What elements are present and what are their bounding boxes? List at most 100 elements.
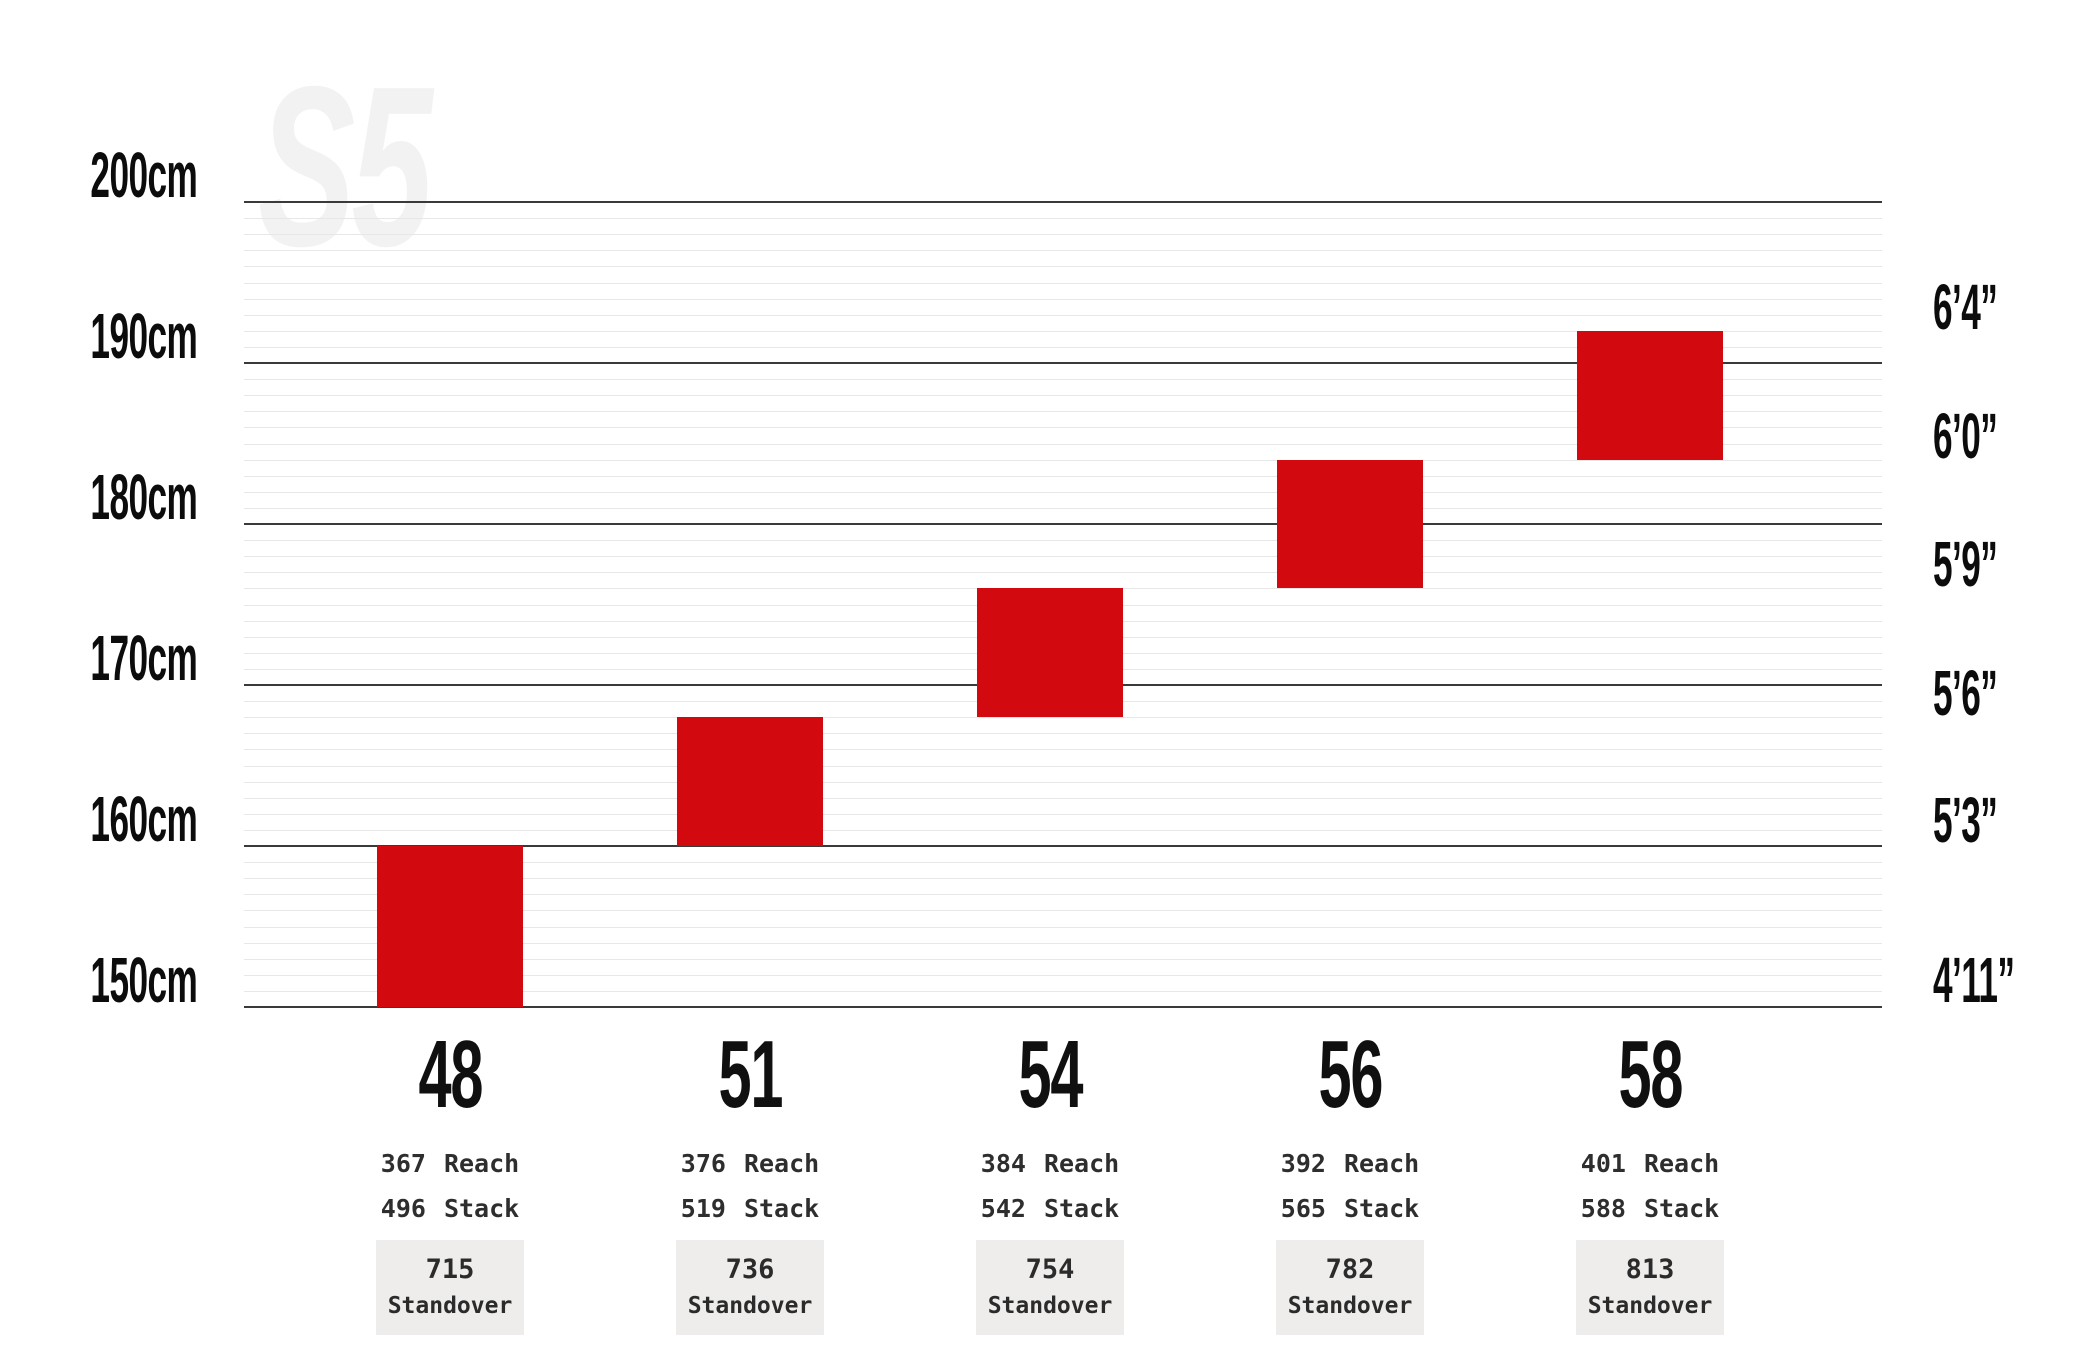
gridline-minor-192cm (244, 330, 1882, 332)
gridline-major-160cm (244, 845, 1882, 847)
size-column-48: 48 367 Reach 496 Stack 715 Standover (300, 1020, 600, 1365)
stack-value: 565 (1280, 1194, 1326, 1223)
gridline-minor-179cm (244, 540, 1882, 542)
standover-box-48: 715 Standover (376, 1240, 524, 1335)
bar-size-51 (677, 717, 823, 846)
right-tick-5-9-: 5’9” (1933, 532, 2050, 596)
reach-row-54: 384 Reach (900, 1148, 1200, 1180)
stack-label: Stack (743, 1194, 820, 1223)
gridline-major-190cm (244, 362, 1882, 364)
size-column-54: 54 384 Reach 542 Stack 754 Standover (900, 1020, 1200, 1365)
left-tick-180cm: 180cm (0, 465, 197, 529)
gridline-minor-194cm (244, 298, 1882, 300)
reach-label: Reach (1343, 1149, 1420, 1178)
left-tick-160cm: 160cm (0, 787, 197, 851)
gridline-minor-197cm (244, 250, 1882, 252)
size-label-text: 56 (1318, 1021, 1383, 1128)
gridline-minor-199cm (244, 218, 1882, 220)
gridline-minor-155cm (244, 926, 1882, 928)
size-label-56: 56 (1200, 1027, 1500, 1123)
size-column-51: 51 376 Reach 519 Stack 736 Standover (600, 1020, 900, 1365)
standover-label: Standover (687, 1293, 813, 1319)
bar-size-48 (377, 846, 523, 1007)
right-tick-label: 5’9” (1933, 528, 1998, 601)
reach-label: Reach (1043, 1149, 1120, 1178)
left-tick-200cm: 200cm (0, 143, 197, 207)
stack-row-58: 588 Stack (1500, 1193, 1800, 1225)
gridline-minor-154cm (244, 942, 1882, 944)
standover-label: Standover (1587, 1293, 1713, 1319)
left-tick-label: 180cm (90, 461, 197, 533)
reach-label: Reach (743, 1149, 820, 1178)
standover-box-54: 754 Standover (976, 1240, 1124, 1335)
bar-size-56 (1277, 459, 1423, 589)
gridline-minor-163cm (244, 797, 1882, 799)
gridline-major-180cm (244, 523, 1882, 525)
stack-label: Stack (1343, 1194, 1420, 1223)
gridline-minor-177cm (244, 572, 1882, 574)
stack-value: 519 (680, 1194, 726, 1223)
reach-row-58: 401 Reach (1500, 1148, 1800, 1180)
standover-value: 715 (425, 1254, 475, 1285)
gridline-minor-156cm (244, 910, 1882, 912)
gridline-minor-167cm (244, 733, 1882, 735)
right-tick-label: 6’0” (1933, 399, 1998, 472)
stack-label: Stack (1043, 1194, 1120, 1223)
left-tick-label: 200cm (90, 139, 197, 211)
stack-row-54: 542 Stack (900, 1193, 1200, 1225)
gridline-minor-152cm (244, 974, 1882, 976)
stack-row-48: 496 Stack (300, 1193, 600, 1225)
right-tick-5-6-: 5’6” (1933, 661, 2050, 725)
gridline-minor-193cm (244, 314, 1882, 316)
stack-row-56: 565 Stack (1200, 1193, 1500, 1225)
right-tick-4-11-: 4’11” (1933, 948, 2081, 1012)
bar-size-54 (977, 588, 1123, 718)
gridline-minor-181cm (244, 507, 1882, 509)
standover-label: Standover (1287, 1293, 1413, 1319)
right-tick-label: 4’11” (1933, 943, 2015, 1016)
reach-value: 392 (1280, 1149, 1326, 1178)
standover-value: 782 (1325, 1254, 1375, 1285)
size-column-58: 58 401 Reach 588 Stack 813 Standover (1500, 1020, 1800, 1365)
size-label-text: 51 (718, 1021, 783, 1128)
gridline-major-150cm (244, 1006, 1882, 1008)
stack-row-51: 519 Stack (600, 1193, 900, 1225)
right-tick-label: 5’3” (1933, 784, 1998, 857)
standover-box-58: 813 Standover (1576, 1240, 1724, 1335)
gridline-minor-168cm (244, 717, 1882, 719)
reach-label: Reach (1643, 1149, 1720, 1178)
gridline-minor-157cm (244, 894, 1882, 896)
left-tick-label: 150cm (90, 944, 197, 1016)
left-tick-150cm: 150cm (0, 948, 197, 1012)
left-tick-label: 170cm (90, 622, 197, 694)
gridline-minor-159cm (244, 862, 1882, 864)
reach-row-48: 367 Reach (300, 1148, 600, 1180)
size-column-56: 56 392 Reach 565 Stack 782 Standover (1200, 1020, 1500, 1365)
standover-value: 813 (1625, 1254, 1675, 1285)
gridline-minor-182cm (244, 491, 1882, 493)
gridline-minor-189cm (244, 379, 1882, 381)
size-label-54: 54 (900, 1027, 1200, 1123)
reach-value: 401 (1580, 1149, 1626, 1178)
gridline-minor-166cm (244, 749, 1882, 751)
bar-size-58 (1577, 330, 1723, 460)
right-tick-label: 6’4” (1933, 270, 1998, 343)
reach-value: 384 (980, 1149, 1026, 1178)
standover-value: 736 (725, 1254, 775, 1285)
gridline-major-200cm (244, 201, 1882, 203)
gridline-minor-195cm (244, 282, 1882, 284)
standover-label: Standover (987, 1293, 1113, 1319)
right-tick-6-0-: 6’0” (1933, 404, 2050, 468)
gridline-minor-187cm (244, 411, 1882, 413)
gridline-minor-151cm (244, 990, 1882, 992)
gridline-minor-165cm (244, 765, 1882, 767)
gridline-minor-191cm (244, 346, 1882, 348)
size-label-text: 54 (1018, 1021, 1083, 1128)
reach-label: Reach (443, 1149, 520, 1178)
right-tick-6-4-: 6’4” (1933, 275, 2050, 339)
reach-row-56: 392 Reach (1200, 1148, 1500, 1180)
standover-value: 754 (1025, 1254, 1075, 1285)
gridline-minor-162cm (244, 813, 1882, 815)
stack-label: Stack (1643, 1194, 1720, 1223)
